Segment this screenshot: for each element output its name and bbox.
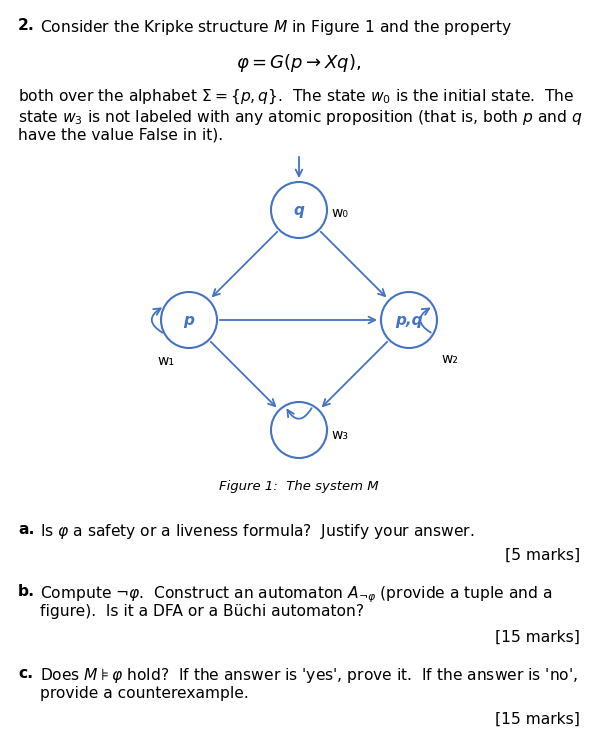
Text: both over the alphabet $\Sigma = \{p, q\}$.  The state $w_0$ is the initial stat: both over the alphabet $\Sigma = \{p, q\… — [18, 88, 575, 107]
Text: state $w_3$ is not labeled with any atomic proposition (that is, both $p$ and $q: state $w_3$ is not labeled with any atom… — [18, 108, 582, 127]
Text: w₀: w₀ — [331, 206, 348, 220]
Text: q: q — [294, 203, 304, 218]
Text: [15 marks]: [15 marks] — [495, 712, 580, 727]
Text: p: p — [184, 312, 194, 328]
Text: w₂: w₂ — [441, 352, 458, 366]
Text: c.: c. — [18, 666, 33, 681]
Text: $\varphi = G(p \rightarrow Xq),$: $\varphi = G(p \rightarrow Xq),$ — [236, 52, 362, 74]
Text: Consider the Kripke structure $M$ in Figure 1 and the property: Consider the Kripke structure $M$ in Fig… — [40, 18, 512, 37]
Text: figure).  Is it a DFA or a Büchi automaton?: figure). Is it a DFA or a Büchi automato… — [40, 604, 364, 619]
Text: a.: a. — [18, 522, 35, 537]
Text: Does $M \models \varphi$ hold?  If the answer is 'yes', prove it.  If the answer: Does $M \models \varphi$ hold? If the an… — [40, 666, 578, 685]
Text: have the value False in it).: have the value False in it). — [18, 128, 223, 143]
Text: 2.: 2. — [18, 18, 35, 33]
Text: [15 marks]: [15 marks] — [495, 630, 580, 645]
Text: Compute $\neg\varphi$.  Construct an automaton $A_{\neg\varphi}$ (provide a tupl: Compute $\neg\varphi$. Construct an auto… — [40, 584, 553, 605]
Text: w₁: w₁ — [157, 354, 174, 368]
Text: provide a counterexample.: provide a counterexample. — [40, 686, 249, 701]
Text: w₃: w₃ — [331, 428, 348, 442]
Text: Is $\varphi$ a safety or a liveness formula?  Justify your answer.: Is $\varphi$ a safety or a liveness form… — [40, 522, 474, 541]
Text: [5 marks]: [5 marks] — [505, 548, 580, 563]
Text: b.: b. — [18, 584, 35, 599]
Text: p,q: p,q — [395, 312, 423, 328]
Text: Figure 1:  The system M: Figure 1: The system M — [219, 480, 379, 493]
